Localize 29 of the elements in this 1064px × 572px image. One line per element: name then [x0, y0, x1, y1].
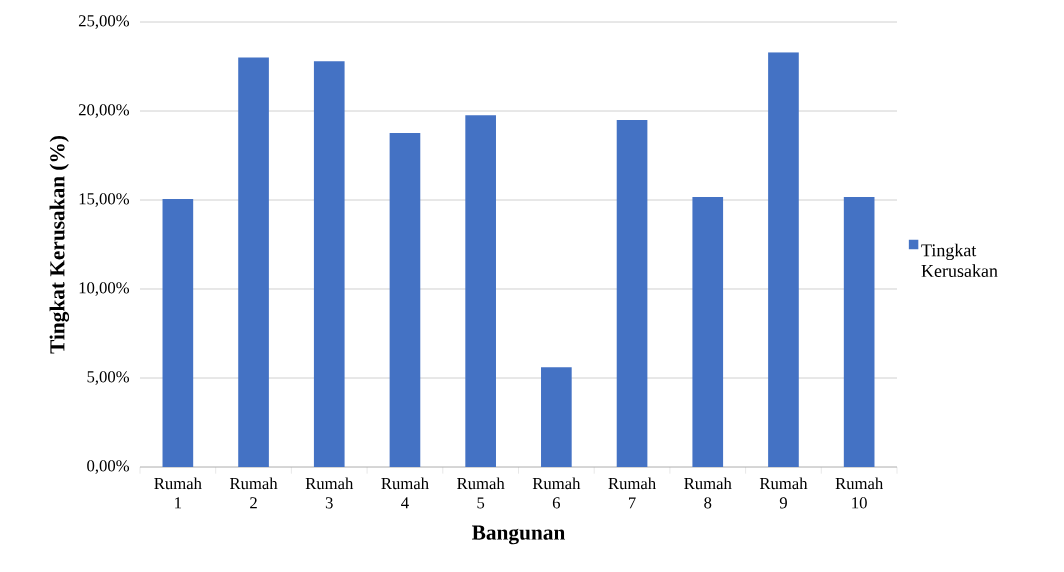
x-tick-label: Rumah 10	[835, 477, 884, 509]
bar	[541, 367, 572, 467]
x-tick-label: Rumah 6	[532, 477, 581, 509]
y-tick-label: 20,00%	[78, 104, 130, 118]
x-tick-label: Rumah 1	[154, 477, 202, 509]
x-tick-label: Rumah 3	[305, 477, 354, 509]
y-tick-label: 10,00%	[79, 282, 130, 296]
x-tick-label: Rumah 8	[684, 477, 732, 509]
bar	[238, 57, 269, 467]
bar	[389, 133, 421, 467]
bar	[616, 119, 648, 467]
x-tick-label: Rumah 9	[759, 477, 808, 509]
x-axis-title: Bangunan	[472, 525, 566, 545]
x-tick-label: Rumah 5	[457, 477, 505, 509]
y-tick-label: 15,00%	[79, 193, 130, 207]
legend-label: Tingkat Kerusakan	[921, 243, 998, 278]
bar	[162, 199, 194, 467]
x-tick-label: Rumah 2	[229, 477, 278, 509]
bar	[843, 196, 875, 467]
bar	[465, 115, 496, 467]
y-tick-label: 0,00%	[87, 460, 130, 474]
y-tick-label: 25,00%	[78, 15, 130, 29]
bar	[692, 196, 724, 467]
y-axis-title: Tingkat Kerusakan (%)	[49, 136, 70, 354]
bar	[768, 52, 799, 467]
x-tick-label: Rumah 4	[381, 477, 429, 509]
bar	[313, 61, 345, 467]
y-tick-label: 5,00%	[87, 371, 130, 385]
x-tick-label: Rumah 7	[608, 477, 656, 509]
